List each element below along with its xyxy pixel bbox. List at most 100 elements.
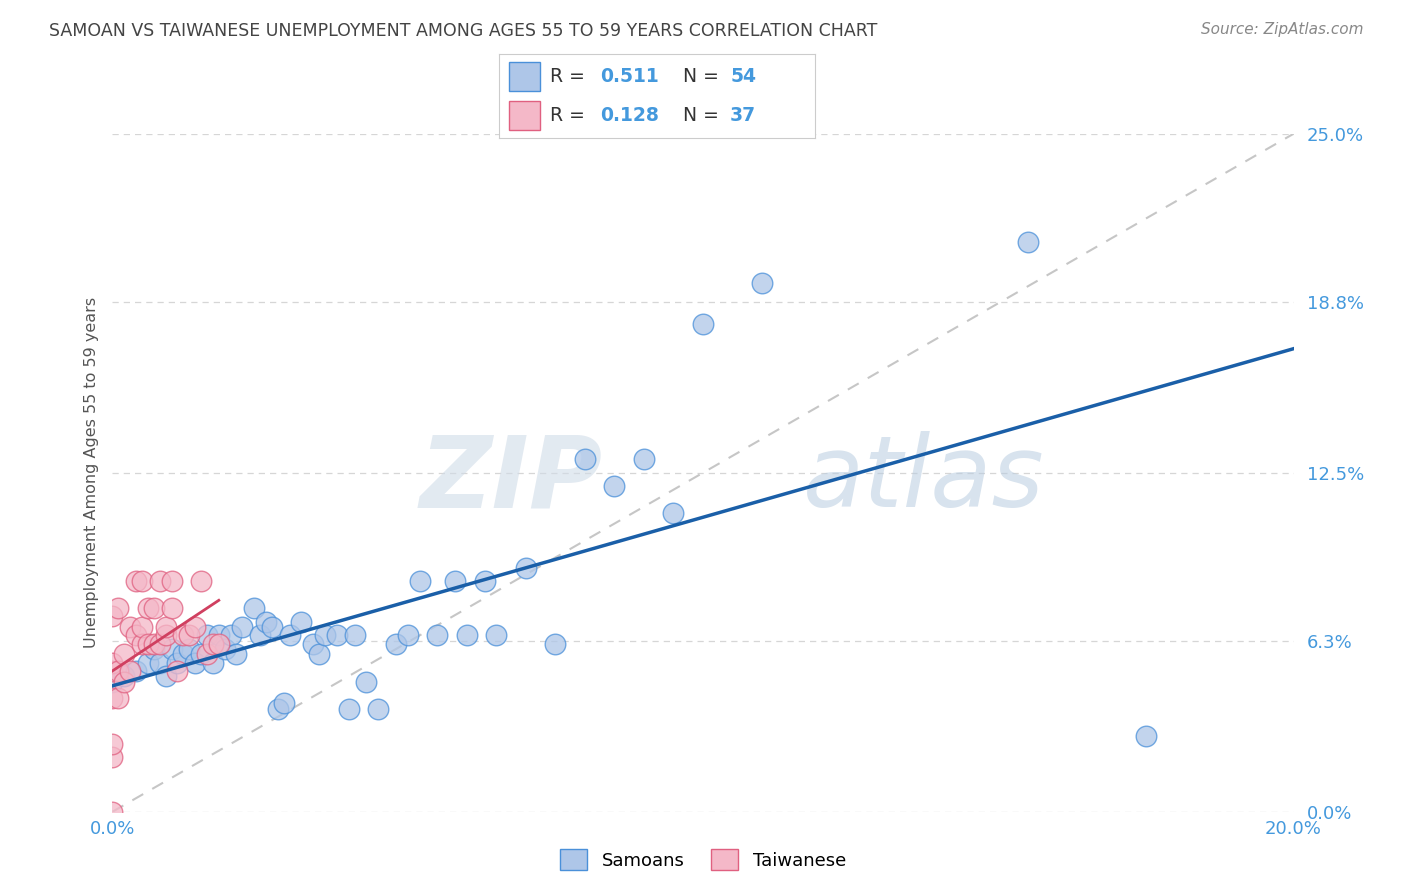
Point <box>1135 729 1157 743</box>
Point <box>184 620 207 634</box>
Point <box>101 674 124 689</box>
Point <box>515 560 537 574</box>
Text: Source: ZipAtlas.com: Source: ZipAtlas.com <box>1201 22 1364 37</box>
Point <box>214 642 236 657</box>
Point <box>149 656 172 670</box>
Point <box>574 452 596 467</box>
Text: N =: N = <box>683 106 724 125</box>
Point <box>208 637 231 651</box>
Point <box>314 628 336 642</box>
Point <box>142 642 165 657</box>
Point <box>190 648 212 662</box>
Point <box>603 479 626 493</box>
Point <box>112 648 135 662</box>
Text: 54: 54 <box>730 67 756 86</box>
Point <box>426 628 449 642</box>
Point <box>101 750 124 764</box>
Point <box>396 628 419 642</box>
Point <box>131 637 153 651</box>
Point <box>107 601 129 615</box>
Text: ZIP: ZIP <box>419 431 603 528</box>
Point <box>219 628 242 642</box>
Point <box>120 620 142 634</box>
Point <box>155 620 177 634</box>
Point <box>131 620 153 634</box>
Point <box>155 628 177 642</box>
Point <box>260 620 283 634</box>
Point <box>107 690 129 705</box>
Point <box>662 507 685 521</box>
Point <box>633 452 655 467</box>
Point <box>101 690 124 705</box>
Point <box>131 574 153 589</box>
Point <box>142 637 165 651</box>
Point <box>136 601 159 615</box>
Point <box>273 696 295 710</box>
Point <box>249 628 271 642</box>
Point <box>160 642 183 657</box>
Point <box>112 674 135 689</box>
Point <box>308 648 330 662</box>
Text: SAMOAN VS TAIWANESE UNEMPLOYMENT AMONG AGES 55 TO 59 YEARS CORRELATION CHART: SAMOAN VS TAIWANESE UNEMPLOYMENT AMONG A… <box>49 22 877 40</box>
Point <box>142 601 165 615</box>
Bar <box>509 62 540 91</box>
Point <box>231 620 253 634</box>
Point <box>112 669 135 683</box>
Point <box>125 628 148 642</box>
Point <box>290 615 312 629</box>
Point <box>136 637 159 651</box>
Point <box>172 628 194 642</box>
Point <box>243 601 266 615</box>
Point <box>201 637 224 651</box>
Text: 0.511: 0.511 <box>600 67 659 86</box>
Point <box>101 737 124 751</box>
Point <box>160 574 183 589</box>
Point <box>101 656 124 670</box>
Point <box>149 637 172 651</box>
Point <box>456 628 478 642</box>
Point <box>385 637 408 651</box>
Point <box>160 601 183 615</box>
Point <box>254 615 277 629</box>
Point <box>1017 235 1039 250</box>
Point <box>184 656 207 670</box>
Point <box>166 656 188 670</box>
Point <box>544 637 567 651</box>
Point <box>337 701 360 715</box>
Point <box>195 648 218 662</box>
Point <box>302 637 325 651</box>
Point <box>101 609 124 624</box>
Point <box>751 276 773 290</box>
Point <box>125 574 148 589</box>
Point <box>179 628 201 642</box>
Point <box>367 701 389 715</box>
Point <box>107 664 129 678</box>
Text: R =: R = <box>550 106 591 125</box>
Point <box>125 664 148 678</box>
Text: atlas: atlas <box>803 431 1045 528</box>
Point <box>101 664 124 678</box>
Point <box>474 574 496 589</box>
Point <box>326 628 349 642</box>
Point <box>208 628 231 642</box>
Point <box>444 574 467 589</box>
Point <box>179 642 201 657</box>
Point <box>225 648 247 662</box>
Point <box>343 628 366 642</box>
Point <box>195 628 218 642</box>
Point <box>172 648 194 662</box>
Point <box>190 574 212 589</box>
Legend: Samoans, Taiwanese: Samoans, Taiwanese <box>553 842 853 877</box>
Y-axis label: Unemployment Among Ages 55 to 59 years: Unemployment Among Ages 55 to 59 years <box>83 297 98 648</box>
Point <box>149 574 172 589</box>
Point <box>155 669 177 683</box>
Text: R =: R = <box>550 67 591 86</box>
Point <box>408 574 430 589</box>
Point <box>356 674 378 689</box>
Point <box>692 317 714 331</box>
Text: N =: N = <box>683 67 724 86</box>
Point <box>278 628 301 642</box>
Point <box>120 664 142 678</box>
Text: 37: 37 <box>730 106 756 125</box>
Point <box>267 701 290 715</box>
